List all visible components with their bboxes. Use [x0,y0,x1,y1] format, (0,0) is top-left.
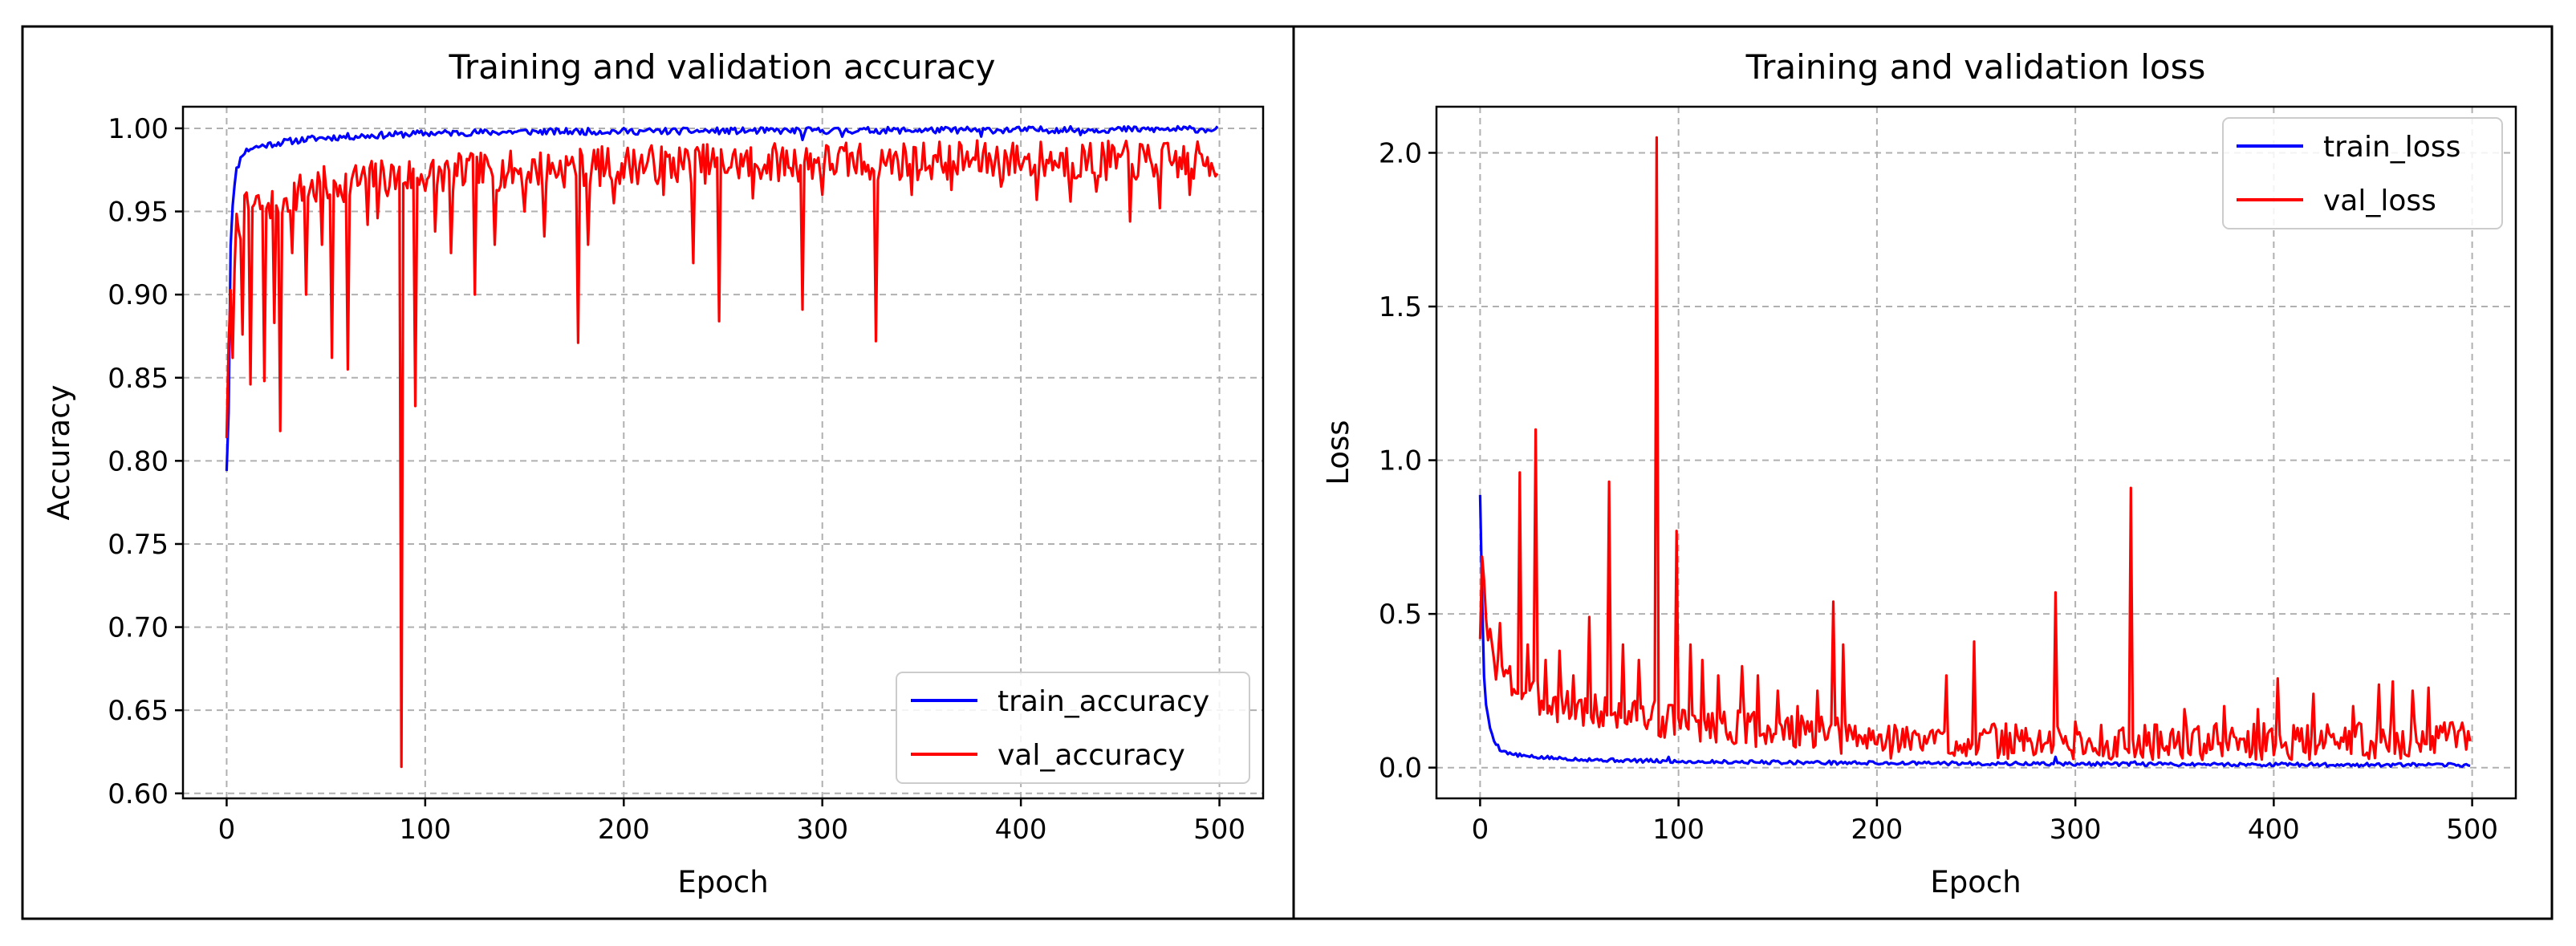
loss-legend: train_loss val_loss [2222,117,2503,229]
loss-y-axis: 0.0 0.5 1.0 1.5 2.0 [1379,137,1436,785]
series-line-train-accuracy [225,124,1219,471]
loss-y-tick-label: 2.0 [1379,137,1422,169]
accuracy-plot-frame [181,105,1265,800]
accuracy-y-tick-label: 0.60 [108,778,169,810]
loss-chart-title: Training and validation loss [1745,47,2206,87]
accuracy-x-axis: 0 100 200 300 400 500 [218,798,1245,846]
series-line-val-loss [1478,136,2472,761]
accuracy-x-tick-label: 400 [995,814,1047,846]
accuracy-x-label: Epoch [677,865,768,899]
accuracy-legend-box [896,672,1250,784]
accuracy-x-tick-label: 0 [218,814,236,846]
series-line-train-loss [1478,494,2471,769]
legend-label-train-accuracy: train_accuracy [997,685,1209,718]
loss-subplot: Training and validation loss 0.0 0.5 1.0 1.… [1321,47,2517,899]
accuracy-y-axis: 0.60 0.65 0.70 0.75 0.80 0.85 0.90 0.95 1.00 [108,113,183,810]
loss-y-tick-label: 1.5 [1379,291,1422,323]
accuracy-grid [183,107,1263,798]
loss-x-tick-label: 100 [1652,814,1704,846]
accuracy-y-tick-label: 0.90 [108,279,169,311]
accuracy-legend: train_accuracy val_accuracy [896,672,1250,784]
loss-x-tick-label: 400 [2248,814,2300,846]
loss-x-tick-label: 200 [1851,814,1903,846]
loss-y-tick-label: 0.0 [1379,753,1422,785]
outer-frame [21,25,2554,920]
legend-label-train-loss: train_loss [2323,131,2460,164]
accuracy-y-tick-label: 0.80 [108,445,169,477]
loss-y-label: Loss [1321,420,1355,485]
accuracy-x-tick-label: 500 [1193,814,1245,846]
loss-plot-frame [1435,105,2517,800]
accuracy-y-tick-label: 0.95 [108,197,169,229]
accuracy-y-tick-label: 0.75 [108,529,169,561]
loss-x-tick-label: 500 [2446,814,2498,846]
legend-label-val-loss: val_loss [2323,185,2436,217]
loss-y-tick-label: 1.0 [1379,445,1422,477]
accuracy-chart-title: Training and validation accuracy [448,47,995,87]
accuracy-y-tick-label: 1.00 [108,113,169,145]
accuracy-y-tick-label: 0.70 [108,612,169,644]
loss-x-tick-label: 0 [1472,814,1489,846]
accuracy-y-tick-label: 0.65 [108,695,169,727]
series-line-val-accuracy [225,139,1219,769]
loss-y-tick-label: 0.5 [1379,599,1422,631]
accuracy-x-tick-label: 300 [796,814,848,846]
loss-series [1478,136,2472,769]
loss-x-axis: 0 100 200 300 400 500 [1472,798,2498,846]
accuracy-series [225,124,1219,769]
loss-x-label: Epoch [1930,865,2021,899]
accuracy-x-tick-label: 200 [598,814,650,846]
accuracy-x-tick-label: 100 [399,814,451,846]
legend-label-val-accuracy: val_accuracy [997,739,1185,772]
loss-x-tick-label: 300 [2050,814,2102,846]
accuracy-y-tick-label: 0.85 [108,363,169,395]
accuracy-y-label: Accuracy [42,385,76,521]
accuracy-subplot: Training and validation accuracy 0.600.6… [42,47,1265,899]
